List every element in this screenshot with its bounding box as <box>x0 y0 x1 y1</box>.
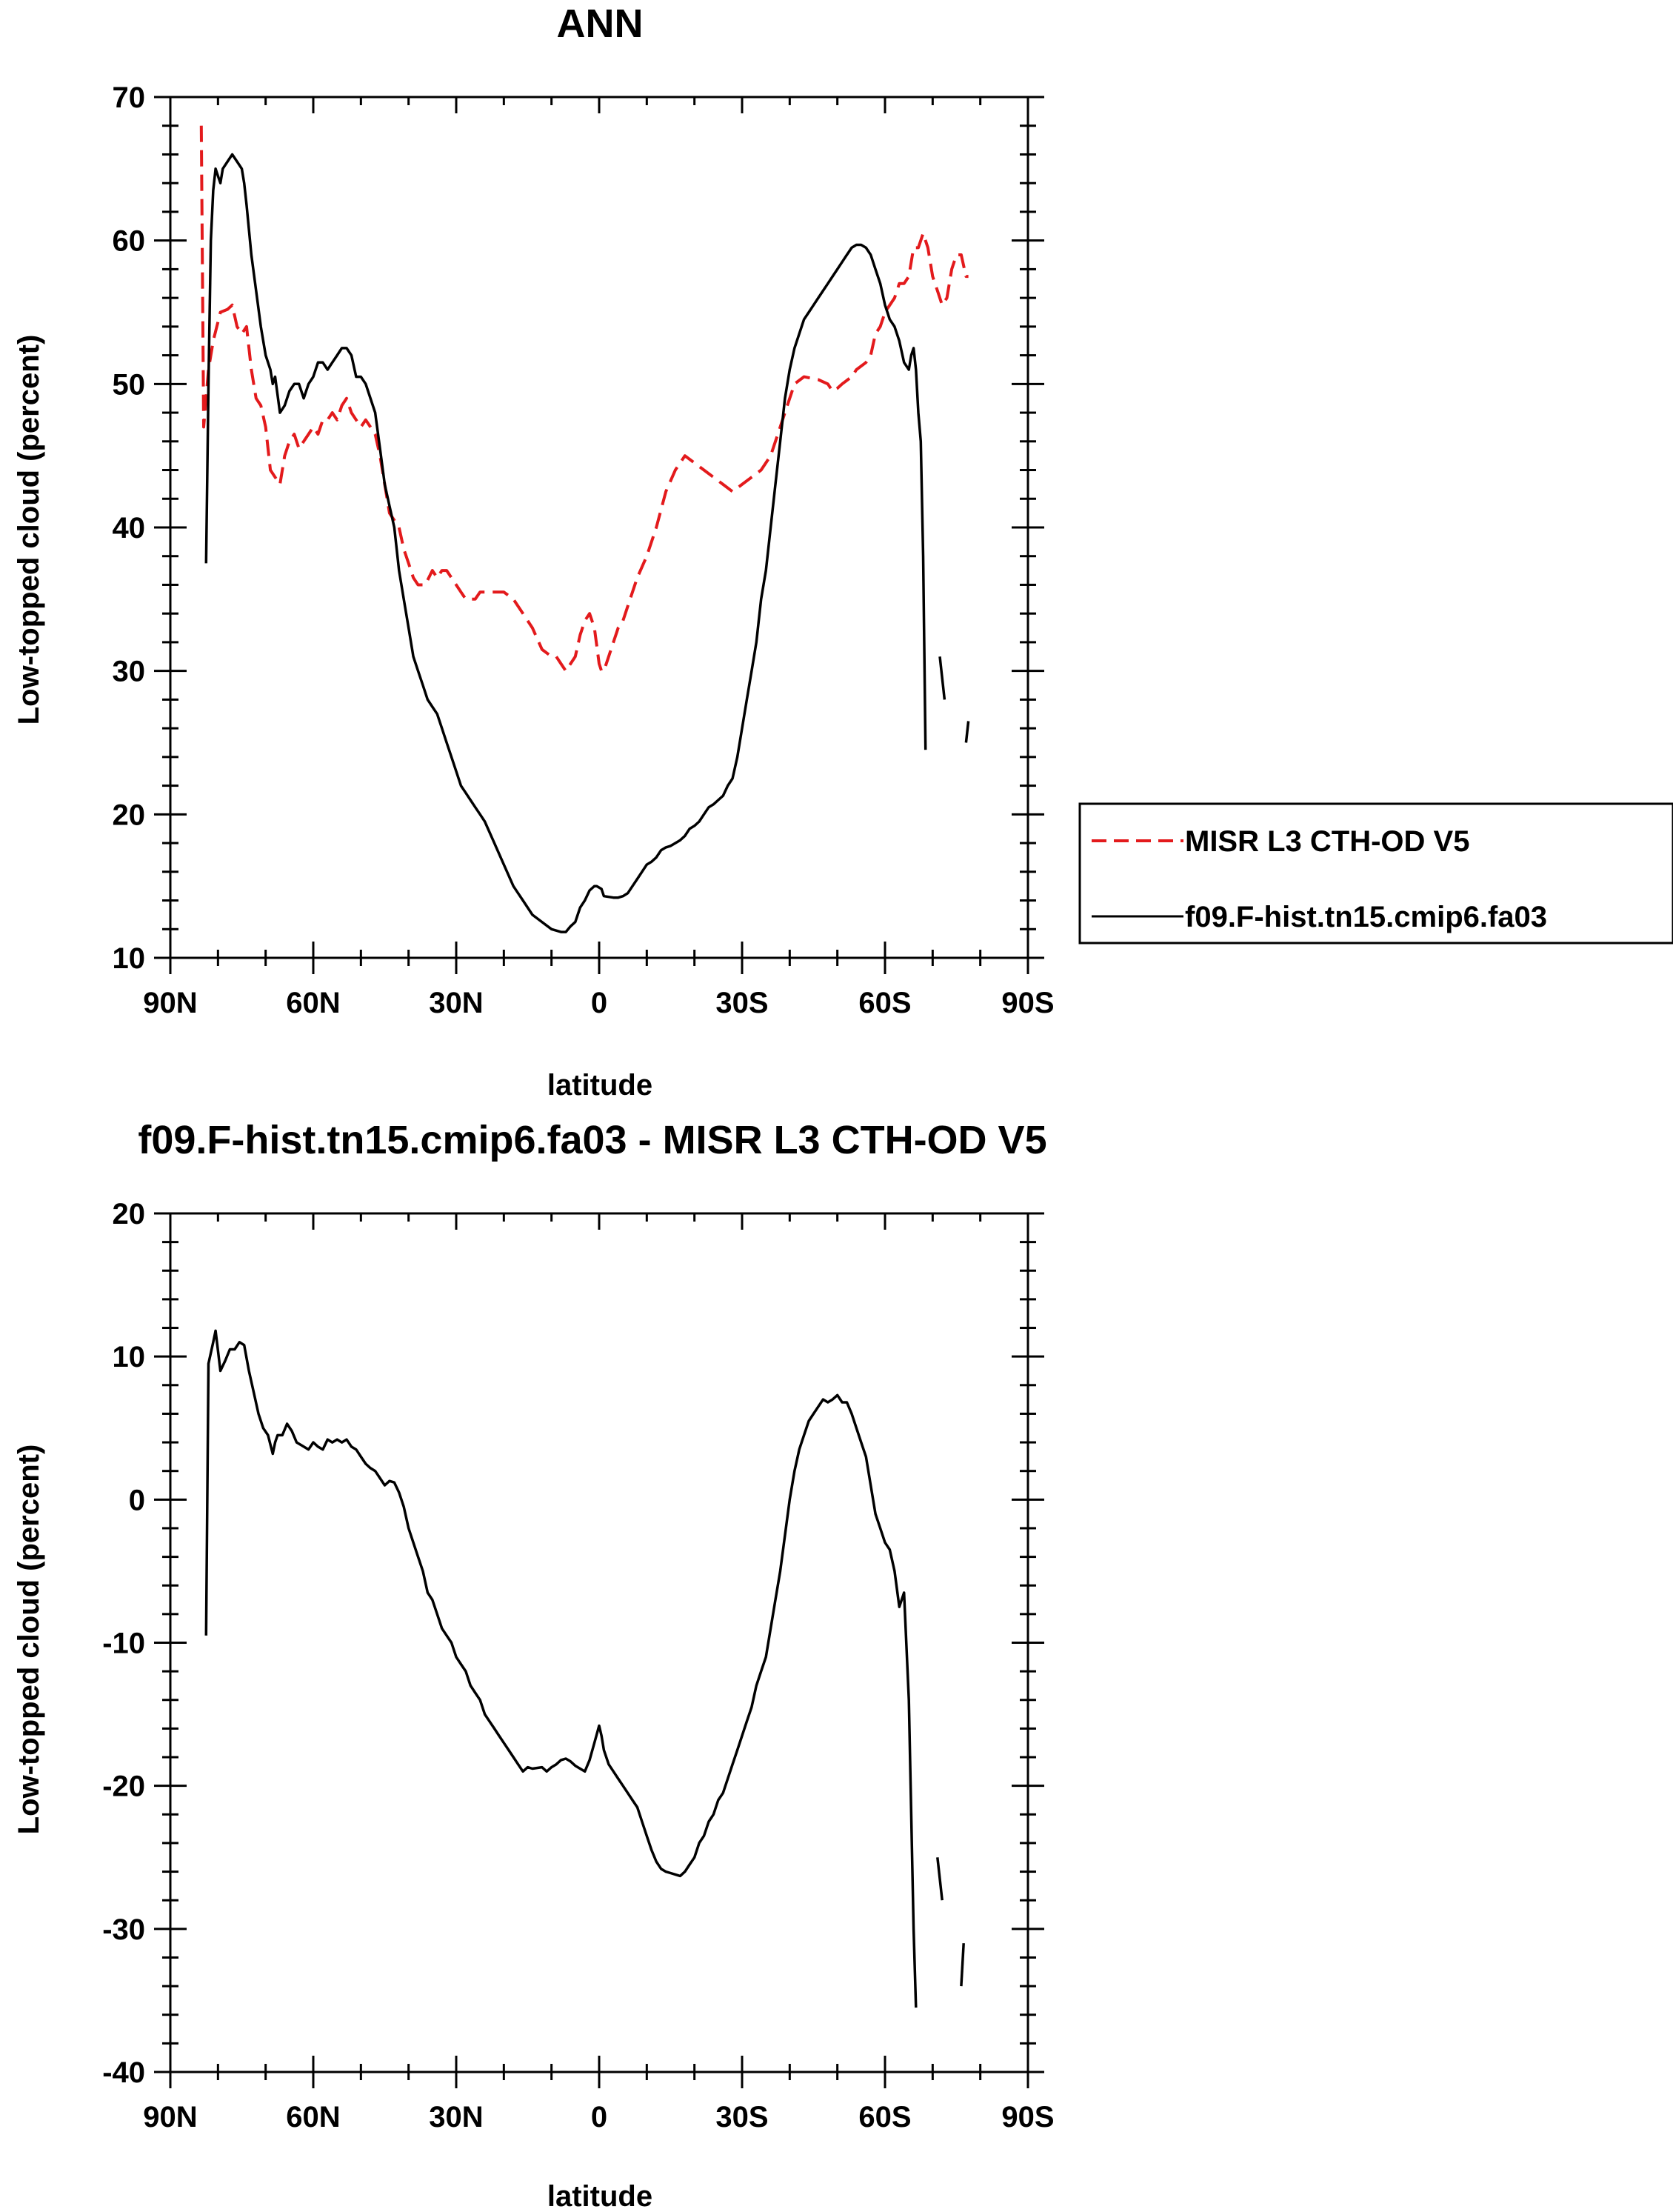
bottom-y-tick-label: -30 <box>102 1913 145 1946</box>
top-x-tick-label: 30N <box>429 987 483 1019</box>
bottom-x-axis-label: latitude <box>547 2180 652 2212</box>
bottom-y-tick-label: 20 <box>113 1198 146 1230</box>
bottom-series-0-segment-0 <box>204 1329 918 2008</box>
legend-label-misr: MISR L3 CTH-OD V5 <box>1185 825 1469 858</box>
bottom-y-tick-label: -10 <box>102 1628 145 1660</box>
top-y-axis-label: Low-topped cloud (percent) <box>13 335 45 725</box>
bottom-panel: f09.F-hist.tn15.cmip6.fa03 - MISR L3 CTH… <box>13 1118 1055 2212</box>
top-series-1-segment-1 <box>938 656 946 700</box>
top-plot-area: 90N 60N 30N 0 30S 60S 90S 10 20 30 40 50 60 70 <box>113 81 1055 1019</box>
top-y-tick-label: 10 <box>113 942 146 975</box>
top-y-tick-label: 30 <box>113 656 146 688</box>
bottom-series-0-segment-2 <box>960 1943 965 1987</box>
top-y-tick-label: 50 <box>113 368 146 401</box>
top-x-axis-label: latitude <box>547 1069 652 1102</box>
top-x-tick-label: 30S <box>715 987 768 1019</box>
top-x-tick-label: 0 <box>591 987 607 1019</box>
bottom-x-tick-label: 30N <box>429 2101 483 2133</box>
top-y-tick-label: 70 <box>113 81 146 114</box>
bottom-x-tick-label: 90N <box>143 2101 197 2133</box>
bottom-x-tick-label: 90S <box>1001 2101 1054 2133</box>
top-y-tick-label: 60 <box>113 225 146 258</box>
bottom-y-tick-label: 0 <box>129 1484 145 1516</box>
bottom-x-tick-label: 60S <box>858 2101 911 2133</box>
top-series-1-segment-0 <box>204 153 927 933</box>
bottom-chart-title: f09.F-hist.tn15.cmip6.fa03 - MISR L3 CTH… <box>138 1118 1046 1162</box>
top-x-tick-label: 90N <box>143 987 197 1019</box>
bottom-x-tick-label: 30S <box>715 2101 768 2133</box>
top-series-1-segment-2 <box>964 721 970 743</box>
top-y-tick-label: 40 <box>113 512 146 544</box>
bottom-y-axis-label: Low-topped cloud (percent) <box>13 1445 45 1835</box>
legend-box <box>1078 802 1673 945</box>
bottom-y-tick-label: -40 <box>102 2056 145 2089</box>
legend: MISR L3 CTH-OD V5 f09.F-hist.tn15.cmip6.… <box>1078 802 1673 945</box>
top-panel: ANN latitude Low-topped cloud (percent) … <box>13 1 1055 1102</box>
bottom-plot-area: 90N 60N 30N 0 30S 60S 90S -40 -30 -20 -10 0 10 20 <box>102 1198 1054 2133</box>
bottom-x-tick-label: 0 <box>591 2101 607 2133</box>
bottom-x-tick-label: 60N <box>286 2101 340 2133</box>
bottom-series-0-segment-1 <box>936 1857 944 1901</box>
top-x-tick-label: 60S <box>858 987 911 1019</box>
legend-label-model: f09.F-hist.tn15.cmip6.fa03 <box>1185 901 1547 933</box>
top-x-tick-label: 60N <box>286 987 340 1019</box>
bottom-y-tick-label: 10 <box>113 1341 146 1373</box>
top-chart-title: ANN <box>557 1 644 46</box>
bottom-y-tick-label: -20 <box>102 1770 145 1803</box>
top-series-0-segment-0 <box>199 125 969 673</box>
top-y-tick-label: 20 <box>113 799 146 831</box>
top-x-tick-label: 90S <box>1001 987 1054 1019</box>
